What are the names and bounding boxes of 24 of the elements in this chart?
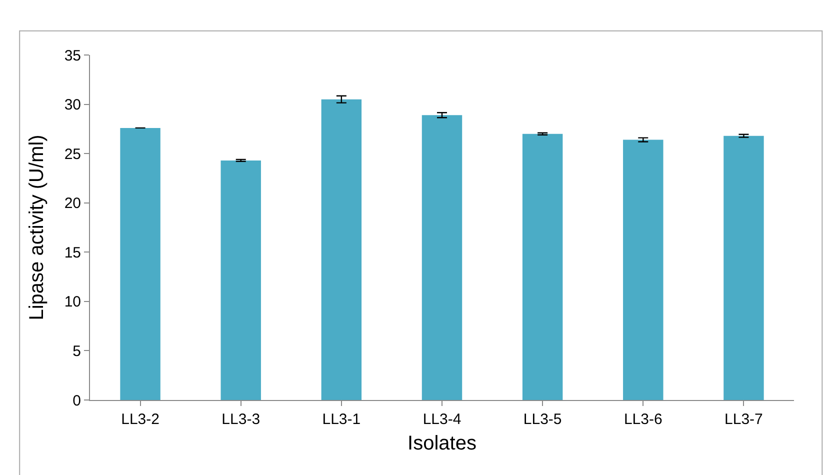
x-tick-label: LL3-3 bbox=[222, 411, 260, 428]
x-tick-label: LL3-1 bbox=[322, 411, 361, 428]
bar bbox=[321, 99, 362, 400]
bar bbox=[522, 134, 563, 400]
y-tick-label: 5 bbox=[72, 342, 81, 360]
bar bbox=[120, 128, 160, 400]
bar bbox=[220, 160, 261, 400]
x-tick-label: LL3-7 bbox=[724, 411, 763, 428]
y-tick-label: 10 bbox=[64, 294, 81, 311]
x-tick-label: LL3-5 bbox=[523, 411, 562, 428]
x-axis-title: Isolates bbox=[408, 432, 476, 454]
x-tick-label: LL3-6 bbox=[624, 411, 662, 428]
y-tick-label: 35 bbox=[64, 47, 81, 64]
bar bbox=[422, 115, 462, 400]
y-tick-label: 0 bbox=[72, 392, 81, 410]
bar bbox=[724, 136, 764, 400]
x-tick-label: LL3-2 bbox=[121, 411, 160, 428]
bar bbox=[623, 140, 664, 400]
x-tick-label: LL3-4 bbox=[422, 411, 462, 428]
y-tick-label: 30 bbox=[64, 96, 81, 114]
y-tick-label: 15 bbox=[64, 244, 81, 262]
y-axis-title: Lipase activity (U/ml) bbox=[26, 134, 48, 320]
y-tick-label: 20 bbox=[64, 195, 81, 212]
y-tick-label: 25 bbox=[64, 146, 81, 163]
